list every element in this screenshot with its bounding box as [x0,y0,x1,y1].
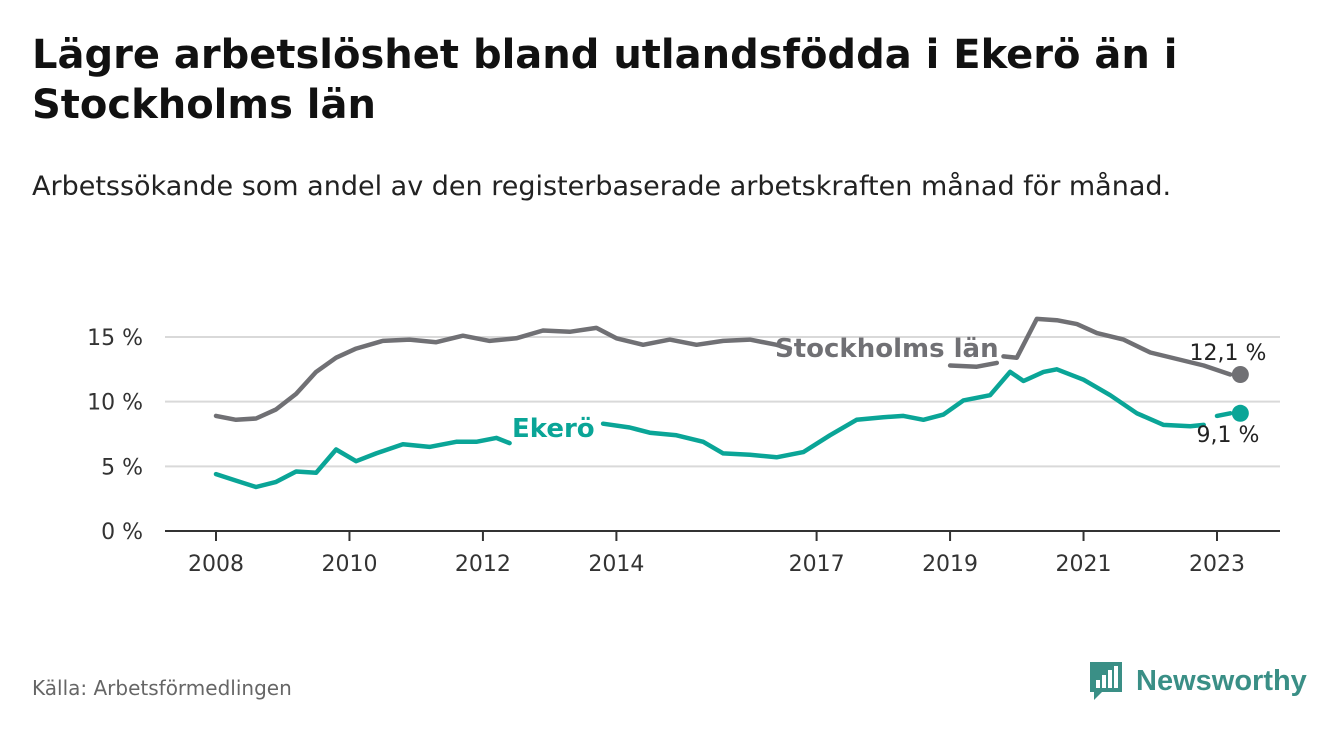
x-axis-ticks: 2008 2010 2012 2014 2017 2019 2021 2023 [188,531,1245,577]
x-tick-label: 2023 [1189,552,1245,577]
end-point-stockholm [1231,366,1249,384]
source-note: Källa: Arbetsförmedlingen [32,676,292,700]
series-label-stockholm: Stockholms län [775,334,999,364]
series-lines [213,316,1249,490]
chart-subtitle: Arbetssökande som andel av den registerb… [32,171,1172,202]
series-labels: Stockholms län Ekerö 12,1 % 9,1 % [512,334,1266,448]
end-value-label-stockholm: 12,1 % [1190,341,1267,366]
y-tick-label: 0 % [101,520,143,545]
x-tick-label: 2021 [1056,552,1112,577]
x-tick-label: 2012 [455,552,511,577]
series-label-ekero: Ekerö [512,414,595,444]
end-point-ekero [1231,404,1249,422]
x-tick-label: 2008 [188,552,244,577]
series-line-stockholm [947,360,1000,369]
chart-title: Lägre arbetslöshet bland utlandsfödda i … [32,32,1178,128]
series-line-stockholm [213,325,793,423]
y-tick-label: 5 % [101,455,143,480]
x-tick-label: 2014 [588,552,644,577]
series-line-ekero [600,367,1206,460]
y-tick-label: 15 % [87,326,143,351]
gridlines [165,336,1280,468]
series-line-ekero [1214,411,1233,419]
x-tick-label: 2019 [922,552,978,577]
line-chart: 0 %5 %10 %15 % 2008 2010 2012 2014 2017 2019 2… [87,316,1280,577]
newsworthy-wordmark: Newsworthy [1136,664,1307,697]
series-line-ekero [213,435,512,490]
y-tick-label: 10 % [87,391,143,416]
x-tick-label: 2017 [789,552,845,577]
newsworthy-logo-icon [1090,662,1122,700]
newsworthy-logo: Newsworthy [1088,660,1307,702]
series-line-stockholm [1001,316,1233,377]
x-tick-label: 2010 [321,552,377,577]
y-axis-ticks: 0 % 5 % 10 % 15 % [87,326,143,545]
end-value-label-ekero: 9,1 % [1197,423,1260,448]
